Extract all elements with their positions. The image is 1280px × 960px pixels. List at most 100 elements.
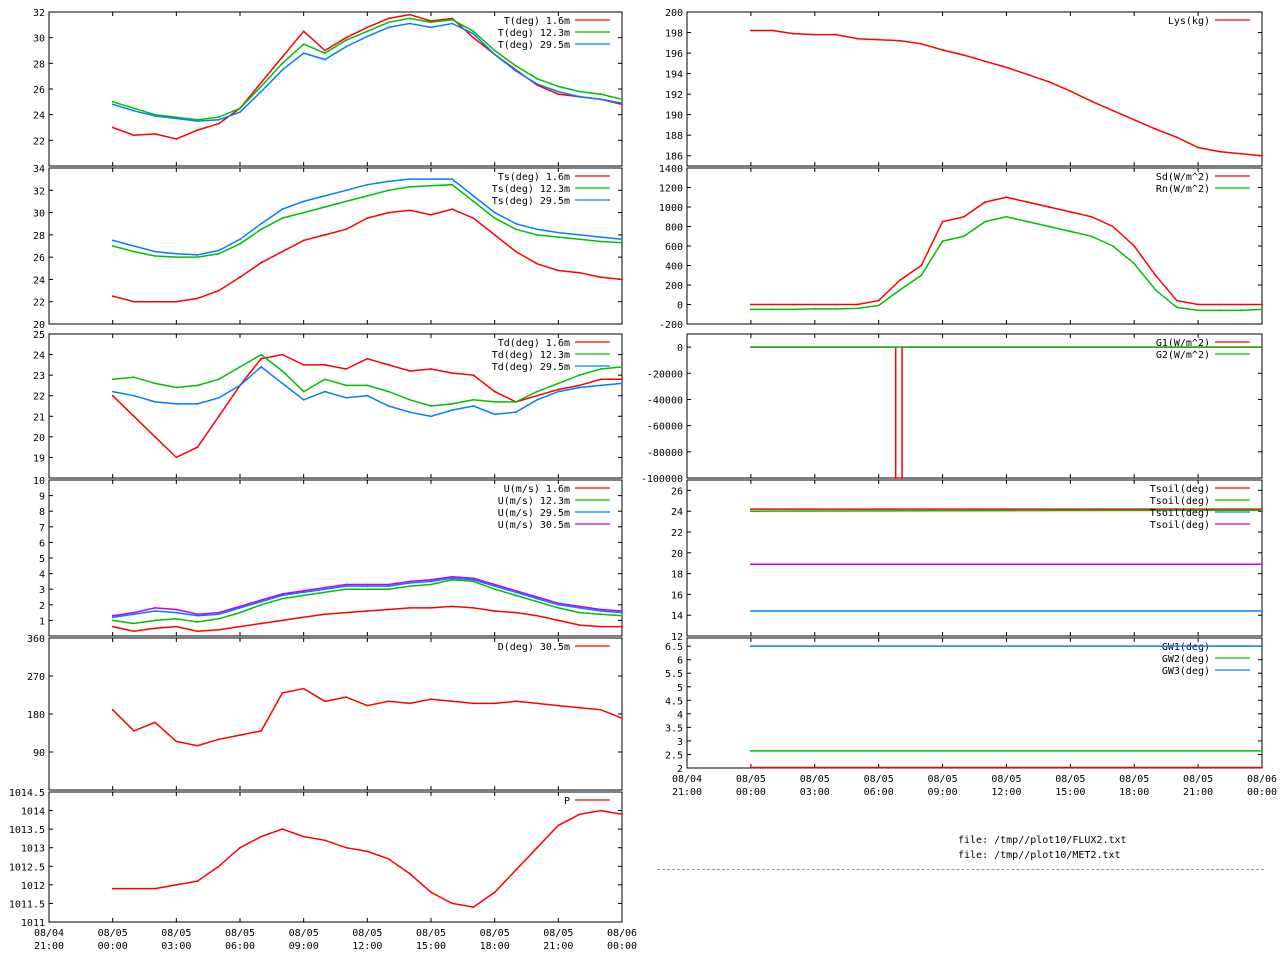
data-point bbox=[515, 700, 517, 703]
plot-frame bbox=[48, 791, 623, 923]
data-point bbox=[557, 231, 560, 234]
data-point bbox=[451, 403, 454, 405]
data-point bbox=[1112, 245, 1114, 247]
data-point bbox=[281, 56, 284, 58]
data-point bbox=[366, 704, 369, 707]
series-line bbox=[750, 29, 1263, 157]
y-tick-label: 1013 bbox=[21, 844, 45, 855]
data-point bbox=[196, 744, 199, 747]
data-point bbox=[366, 384, 369, 387]
data-point bbox=[324, 206, 326, 208]
data-point bbox=[1261, 308, 1263, 311]
data-point bbox=[239, 611, 241, 614]
data-point bbox=[408, 580, 411, 583]
data-point bbox=[536, 234, 538, 236]
data-point bbox=[345, 846, 347, 849]
data-point bbox=[472, 405, 475, 407]
y-tick-label: 1012.5 bbox=[9, 862, 45, 873]
y-tick-label: 2.5 bbox=[665, 750, 683, 761]
y-tick-label: 26 bbox=[671, 486, 683, 497]
data-point bbox=[175, 740, 178, 743]
data-point bbox=[430, 607, 432, 609]
data-point bbox=[133, 250, 135, 253]
legend-label: P bbox=[564, 796, 570, 807]
data-point bbox=[1261, 346, 1263, 348]
x-tick-date: 08/04 bbox=[672, 774, 702, 785]
data-point bbox=[111, 616, 114, 619]
data-point bbox=[345, 583, 347, 586]
data-point bbox=[366, 850, 369, 853]
data-point bbox=[578, 90, 581, 93]
data-point bbox=[1218, 303, 1221, 306]
data-point bbox=[111, 625, 114, 628]
data-point bbox=[175, 456, 178, 459]
y-tick-label: 22 bbox=[671, 528, 683, 539]
y-tick-label: 12 bbox=[671, 632, 683, 643]
data-point bbox=[175, 252, 178, 255]
data-point bbox=[133, 415, 135, 418]
data-point bbox=[239, 384, 241, 387]
data-point bbox=[750, 308, 752, 311]
data-point bbox=[557, 236, 560, 239]
data-point bbox=[366, 30, 369, 33]
x-tick-date: 08/05 bbox=[1119, 774, 1149, 785]
data-point bbox=[578, 605, 581, 608]
data-point bbox=[196, 384, 199, 387]
data-point bbox=[472, 217, 475, 220]
data-point bbox=[217, 252, 220, 255]
panel-lys: 186 188 190 192 194 196 198 200 Lys(kg) bbox=[665, 8, 1263, 167]
legend-label: Tsoil(deg) bbox=[1150, 520, 1210, 531]
y-tick-label: 2 bbox=[39, 601, 45, 612]
legend-label: U(m/s) 30.5m bbox=[498, 520, 570, 531]
data-point bbox=[856, 307, 859, 310]
data-point bbox=[963, 235, 965, 238]
data-point bbox=[621, 103, 623, 106]
data-point bbox=[217, 611, 220, 614]
y-tick-label: 1013.5 bbox=[9, 825, 45, 836]
data-point bbox=[1239, 303, 1242, 306]
data-point bbox=[196, 129, 199, 132]
x-tick-time: 18:00 bbox=[480, 941, 510, 952]
data-point bbox=[920, 274, 923, 277]
data-point bbox=[771, 29, 774, 32]
y-tick-label: -200 bbox=[659, 320, 683, 331]
file-list: file: /tmp//plot10/FLUX2.txt file: /tmp/… bbox=[958, 833, 1127, 863]
y-tick-label: 34 bbox=[33, 164, 45, 175]
data-point bbox=[111, 103, 114, 106]
data-point bbox=[1175, 299, 1178, 302]
data-point bbox=[154, 401, 157, 403]
data-point bbox=[472, 577, 475, 580]
x-tick-time: 21:00 bbox=[672, 787, 702, 798]
data-point bbox=[408, 13, 411, 16]
data-point bbox=[920, 42, 923, 45]
data-point bbox=[536, 262, 538, 265]
data-point bbox=[387, 608, 390, 611]
data-point bbox=[835, 33, 837, 36]
data-point bbox=[750, 303, 752, 306]
data-point bbox=[217, 118, 220, 121]
data-point bbox=[1133, 118, 1136, 121]
data-point bbox=[899, 279, 901, 281]
data-point bbox=[281, 382, 284, 385]
data-point bbox=[599, 610, 602, 612]
data-point bbox=[536, 846, 538, 849]
data-point bbox=[281, 828, 284, 830]
data-point bbox=[493, 390, 496, 393]
data-point bbox=[557, 388, 560, 391]
x-tick-time: 00:00 bbox=[1247, 787, 1277, 798]
data-point bbox=[515, 65, 517, 67]
legend-label: U(m/s) 29.5m bbox=[498, 508, 570, 519]
data-point bbox=[1133, 262, 1136, 265]
data-point bbox=[345, 36, 347, 39]
series-line bbox=[112, 208, 623, 303]
data-point bbox=[111, 100, 114, 103]
data-point bbox=[324, 591, 326, 594]
y-tick-label: 20 bbox=[671, 549, 683, 560]
y-tick-label: 6 bbox=[39, 538, 45, 549]
data-point bbox=[941, 240, 944, 243]
y-tick-label: 32 bbox=[33, 186, 45, 197]
panel-d: 90 180 270 360 D(deg) 30.5m bbox=[27, 634, 623, 791]
data-point bbox=[302, 364, 305, 366]
legend-label: T(deg) 12.3m bbox=[498, 28, 570, 39]
data-point bbox=[217, 396, 220, 399]
